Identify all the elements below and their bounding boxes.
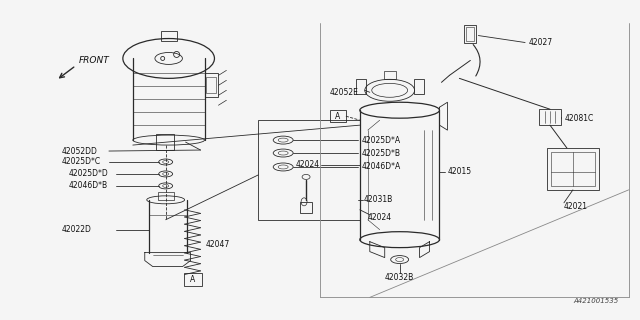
Bar (551, 152, 595, 186)
Text: 42025D*C: 42025D*C (61, 157, 100, 166)
Bar (547, 148, 599, 190)
Bar (205, 73, 218, 97)
Bar (300, 202, 312, 213)
Bar (413, 79, 424, 94)
Bar (157, 192, 173, 200)
Text: 42025D*B: 42025D*B (362, 148, 401, 157)
Bar (356, 79, 366, 94)
Bar (467, 27, 474, 41)
Bar (330, 110, 346, 122)
Text: A: A (335, 112, 340, 121)
Text: A: A (190, 275, 195, 284)
Text: 42052E: 42052E (330, 88, 359, 97)
Text: 42046D*A: 42046D*A (362, 163, 401, 172)
Bar (465, 25, 476, 43)
Text: 42081C: 42081C (565, 114, 594, 123)
Text: A421001535: A421001535 (573, 298, 619, 304)
Bar (384, 71, 396, 79)
Bar (207, 77, 216, 93)
Text: 42047: 42047 (205, 240, 230, 249)
Bar (539, 109, 561, 125)
Text: 42025D*D: 42025D*D (69, 169, 109, 179)
Bar (184, 273, 202, 286)
Bar (161, 31, 177, 41)
Text: 42022D: 42022D (61, 225, 91, 234)
Text: FRONT: FRONT (79, 56, 110, 65)
Text: 42024: 42024 (368, 213, 392, 222)
Bar (156, 134, 173, 150)
Text: 42021: 42021 (564, 202, 588, 211)
Text: 42025D*A: 42025D*A (362, 136, 401, 145)
Text: 42015: 42015 (447, 167, 472, 176)
Text: 42052DD: 42052DD (61, 147, 97, 156)
Text: 42032B: 42032B (385, 273, 414, 282)
Bar (259, 120, 360, 220)
Text: 42027: 42027 (529, 38, 553, 47)
Text: 42046D*B: 42046D*B (69, 181, 108, 190)
Text: 42024: 42024 (296, 160, 320, 170)
Text: 42031B: 42031B (364, 195, 393, 204)
